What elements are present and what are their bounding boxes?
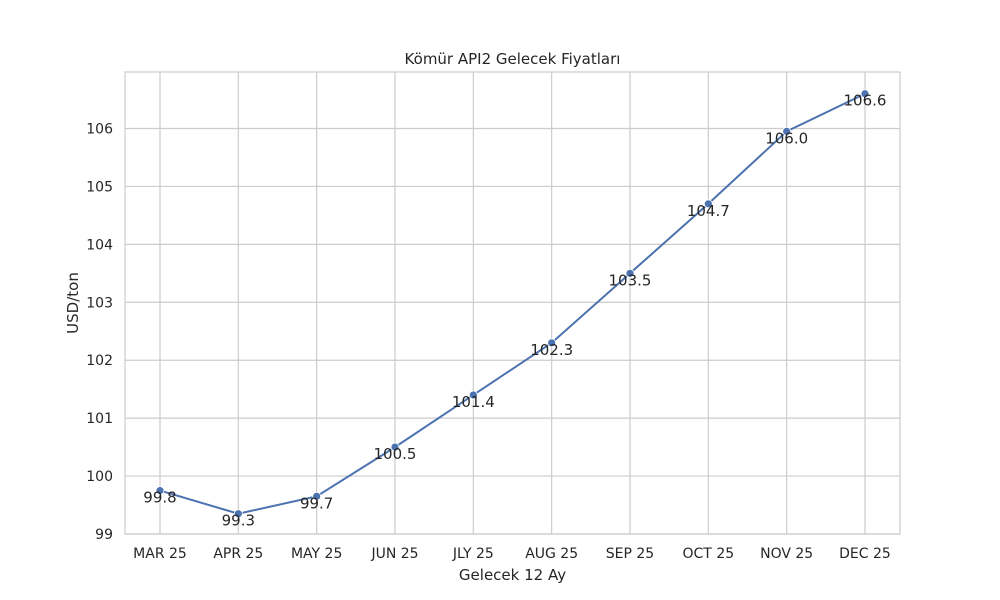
y-tick-label: 105: [86, 179, 113, 195]
y-tick-label: 103: [86, 295, 113, 311]
data-label: 102.3: [530, 341, 573, 359]
x-tick-label: JUN 25: [370, 546, 418, 562]
x-tick-label: MAY 25: [291, 546, 342, 562]
y-tick-label: 104: [86, 237, 113, 253]
data-label: 99.7: [300, 494, 333, 512]
y-tick-label: 100: [86, 469, 113, 485]
x-axis-label: Gelecek 12 Ay: [459, 566, 566, 584]
data-label: 99.3: [222, 512, 255, 530]
data-label: 100.5: [374, 445, 417, 463]
y-tick-label: 99: [95, 527, 113, 543]
x-tick-label: AUG 25: [525, 546, 578, 562]
data-label: 106.6: [844, 92, 887, 110]
data-label: 104.7: [687, 202, 730, 220]
x-tick-label: SEP 25: [606, 546, 654, 562]
y-axis-label: USD/ton: [64, 272, 82, 334]
data-label: 103.5: [609, 271, 652, 289]
chart-title: Kömür API2 Gelecek Fiyatları: [405, 50, 621, 68]
x-tick-label: MAR 25: [133, 546, 187, 562]
data-label: 101.4: [452, 393, 495, 411]
x-tick-label: APR 25: [213, 546, 263, 562]
x-tick-label: JLY 25: [452, 546, 494, 562]
data-label: 99.8: [143, 489, 176, 507]
x-tick-label: OCT 25: [683, 546, 735, 562]
data-label: 106.0: [765, 129, 808, 147]
x-tick-label: NOV 25: [760, 546, 813, 562]
y-tick-label: 106: [86, 122, 113, 138]
x-tick-label: DEC 25: [839, 546, 891, 562]
y-tick-label: 102: [86, 353, 113, 369]
y-tick-label: 101: [86, 411, 113, 427]
